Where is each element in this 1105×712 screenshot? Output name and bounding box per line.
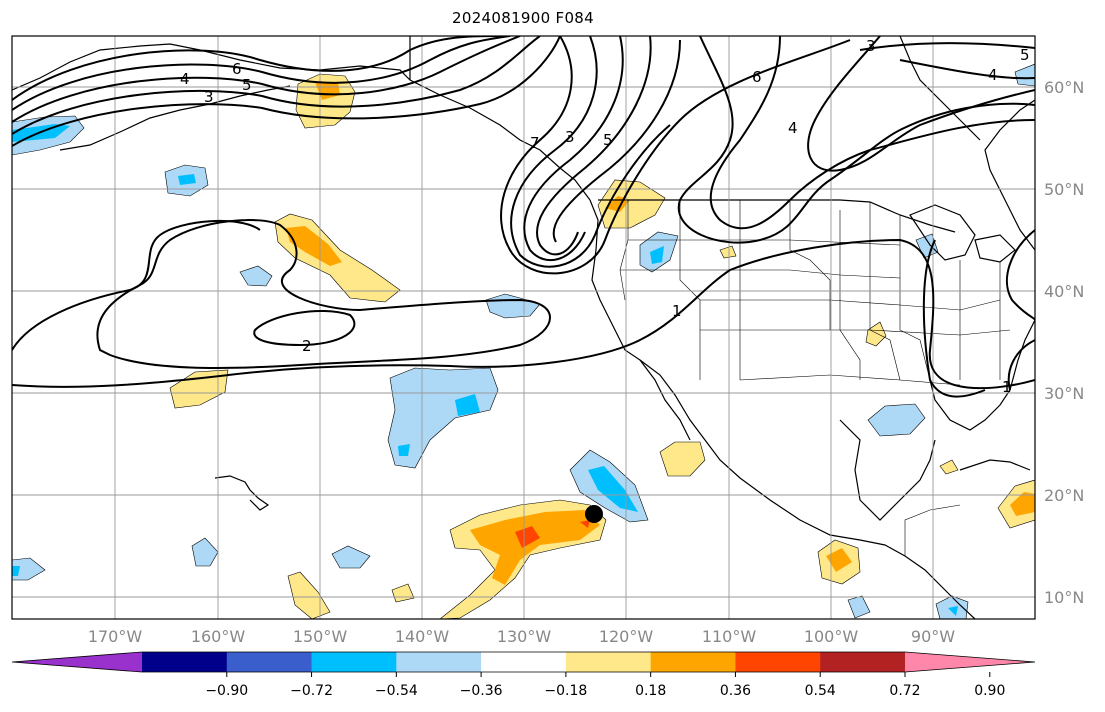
- colorbar-tick-label: −0.90: [205, 683, 248, 699]
- contour-label: 2: [302, 337, 312, 355]
- lon-tick-label: 160°W: [191, 627, 246, 646]
- storm-position-marker: [585, 505, 603, 523]
- colorbar-extend-low: [12, 652, 142, 672]
- contour-label: 7: [530, 134, 540, 152]
- lon-tick-label: 170°W: [88, 627, 143, 646]
- lat-tick-label: 30°N: [1044, 384, 1084, 403]
- lon-tick-label: 100°W: [804, 627, 859, 646]
- lon-tick-label: 150°W: [293, 627, 348, 646]
- colorbar-segment: [820, 652, 906, 672]
- contour-label: 6: [752, 68, 762, 86]
- colorbar-tick-label: −0.36: [460, 683, 503, 699]
- colorbar-tick-label: −0.18: [544, 683, 587, 699]
- lat-tick-label: 10°N: [1044, 588, 1084, 607]
- colorbar-segment: [142, 652, 228, 672]
- contour-label: 3: [204, 88, 214, 106]
- lon-tick-label: 110°W: [702, 627, 757, 646]
- contour-label: 5: [603, 131, 613, 149]
- lat-tick-label: 40°N: [1044, 282, 1084, 301]
- colorbar-outline: [11, 651, 1036, 673]
- lon-tick-label: 130°W: [497, 627, 552, 646]
- state-borders: [619, 200, 1011, 556]
- lon-tick-label: 120°W: [599, 627, 654, 646]
- colorbar-segment: [481, 652, 567, 672]
- gridlines: [12, 36, 1035, 619]
- colorbar-tick-label: 0.54: [805, 683, 836, 699]
- contour-label: 5: [242, 76, 252, 94]
- colorbar-segment: [735, 652, 821, 672]
- contour-label: 3: [866, 37, 876, 55]
- colorbar-segment: [311, 652, 397, 672]
- map-frame: [11, 35, 1036, 620]
- colorbar: −0.90 −0.72 −0.54 −0.36 −0.18 0.18 0.36 0.54 0.7…: [11, 651, 1036, 699]
- colorbar-tick-label: 0.18: [635, 683, 666, 699]
- colorbar-tick-label: 0.90: [974, 683, 1005, 699]
- colorbar-tick-label: 0.72: [889, 683, 920, 699]
- colorbar-segment: [565, 652, 652, 672]
- latitude-labels: 60°N 50°N 40°N 30°N 20°N 10°N: [1044, 78, 1084, 607]
- lat-tick-label: 60°N: [1044, 78, 1084, 97]
- contour-label: 5: [1020, 46, 1030, 64]
- contour-label: 3: [565, 128, 575, 146]
- longitude-labels: 170°W 160°W 150°W 140°W 130°W 120°W 110°…: [88, 627, 955, 646]
- lon-tick-label: 90°W: [911, 627, 955, 646]
- contour-label: 4: [788, 119, 798, 137]
- colorbar-segment: [396, 652, 482, 672]
- colorbar-tick-label: −0.54: [375, 683, 418, 699]
- contour-label: 1: [1002, 378, 1012, 396]
- contour-label: 1: [672, 302, 682, 320]
- colorbar-extend-high: [905, 652, 1035, 672]
- colorbar-tick-label: 0.36: [720, 683, 751, 699]
- lat-tick-label: 50°N: [1044, 180, 1084, 199]
- colorbar-tick-label: −0.72: [290, 683, 333, 699]
- contour-label: 6: [232, 60, 242, 78]
- contour-label: 4: [180, 70, 190, 88]
- colorbar-segment: [650, 652, 736, 672]
- contour-lines: [12, 36, 1035, 398]
- map-title: 2024081900 F084: [452, 9, 594, 27]
- contour-labels: 6 5 4 3 1 2 7 3 5 6 4 3 4 5 1: [180, 37, 1030, 396]
- colorbar-segment: [226, 652, 313, 672]
- lon-tick-label: 140°W: [395, 627, 450, 646]
- lat-tick-label: 20°N: [1044, 486, 1084, 505]
- contour-label: 4: [988, 66, 998, 84]
